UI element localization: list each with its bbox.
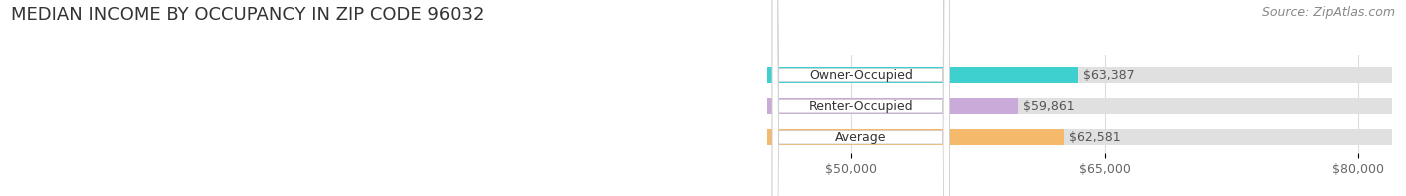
Bar [768, 129, 1064, 145]
Bar [768, 67, 1077, 83]
Text: Owner-Occupied: Owner-Occupied [808, 69, 912, 82]
FancyBboxPatch shape [772, 0, 949, 196]
Bar [768, 129, 1392, 145]
Text: $62,581: $62,581 [1069, 131, 1121, 144]
Bar [768, 98, 1392, 114]
FancyBboxPatch shape [772, 0, 949, 196]
Text: $59,861: $59,861 [1024, 100, 1074, 113]
Text: Source: ZipAtlas.com: Source: ZipAtlas.com [1261, 6, 1395, 19]
FancyBboxPatch shape [772, 0, 949, 196]
Text: Average: Average [835, 131, 887, 144]
Bar [768, 67, 1392, 83]
Text: $63,387: $63,387 [1083, 69, 1135, 82]
Text: Renter-Occupied: Renter-Occupied [808, 100, 912, 113]
Text: MEDIAN INCOME BY OCCUPANCY IN ZIP CODE 96032: MEDIAN INCOME BY OCCUPANCY IN ZIP CODE 9… [11, 6, 485, 24]
Bar [768, 98, 1018, 114]
